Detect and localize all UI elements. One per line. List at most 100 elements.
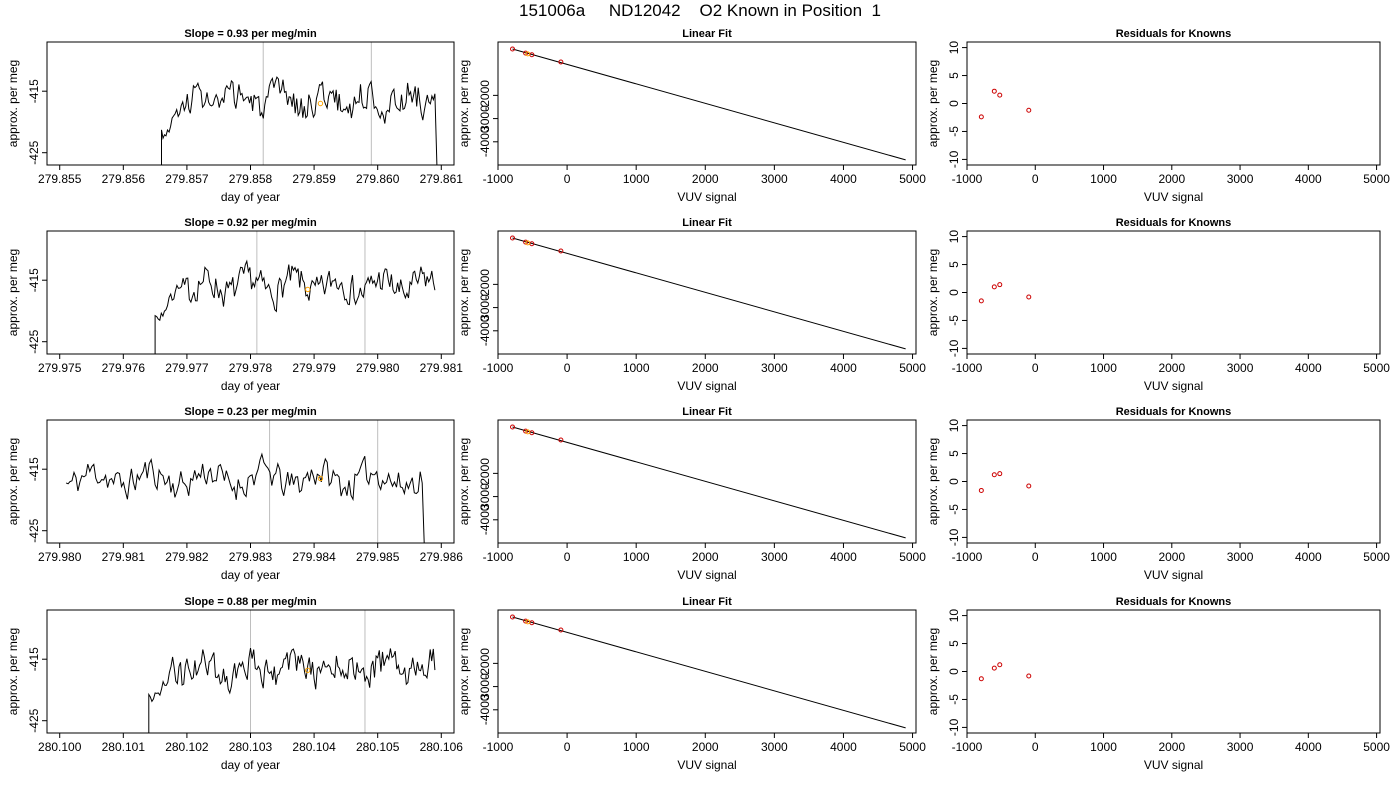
- x-tick-label: 279.984: [292, 550, 336, 564]
- x-tick-label: 4000: [830, 740, 857, 754]
- x-tick-label: -1000: [483, 550, 514, 564]
- plot-area: [510, 614, 906, 729]
- x-tick-label: 5000: [899, 550, 926, 564]
- y-tick-label: -4000: [478, 504, 492, 535]
- x-tick-label: 279.986: [420, 550, 464, 564]
- residual-point: [1026, 673, 1032, 679]
- x-tick-label: 3000: [761, 740, 788, 754]
- panel-title: Slope = 0.88 per meg/min: [184, 596, 317, 608]
- linear-fit-panel: Linear Fit -1000 0 1000 2000 3000 4000 5000 -200…: [457, 28, 926, 204]
- residual-point: [991, 88, 997, 94]
- residual-point: [1026, 294, 1032, 300]
- x-tick-label: 2000: [692, 550, 719, 564]
- y-tick-label: -425: [27, 708, 41, 732]
- sample-point: [525, 240, 531, 246]
- x-tick-label: 3000: [1227, 550, 1254, 564]
- x-tick-label: 2000: [1158, 740, 1185, 754]
- x-tick-label: 279.976: [102, 361, 146, 375]
- x-tick-label: 279.977: [165, 361, 209, 375]
- y-tick-label: 10: [947, 41, 961, 55]
- known-point: [558, 627, 564, 633]
- y-tick-label: 10: [947, 419, 961, 433]
- y-axis-label: approx. per meg: [6, 438, 20, 525]
- x-tick-label: 5000: [899, 740, 926, 754]
- x-tick-label: 1000: [623, 550, 650, 564]
- x-tick-label: 3000: [761, 172, 788, 186]
- x-tick-label: 0: [1032, 361, 1039, 375]
- panel-title: Linear Fit: [682, 217, 732, 229]
- residuals-panel: Residuals for Knowns -1000 0 1000 2000 3000 40…: [926, 217, 1390, 393]
- plot-area: [978, 662, 1032, 682]
- y-tick-label: -2000: [478, 648, 492, 679]
- y-tick-label: -425: [27, 140, 41, 164]
- residuals-panel: Residuals for Knowns -1000 0 1000 2000 3000 40…: [926, 596, 1390, 772]
- y-tick-label: 3000: [478, 483, 492, 510]
- y-tick-label: -425: [27, 329, 41, 353]
- y-tick-label: 0: [947, 100, 961, 107]
- y-axis-label: approx. per meg: [6, 628, 20, 715]
- residual-point: [1026, 483, 1032, 489]
- y-tick-label: -10: [947, 150, 961, 168]
- linear-fit-panel: Linear Fit -1000 0 1000 2000 3000 4000 5000 -200…: [457, 596, 926, 772]
- x-axis-label: day of year: [221, 379, 280, 393]
- mean-marker: [317, 475, 324, 482]
- plot-frame: [46, 419, 455, 544]
- residual-point: [997, 471, 1003, 477]
- time-series-panel: Slope = 0.23 per meg/min 279.980 279.981 27…: [6, 406, 463, 582]
- y-tick-label: -5: [947, 315, 961, 326]
- y-axis-label: approx. per meg: [926, 60, 940, 147]
- x-tick-label: -1000: [952, 740, 983, 754]
- x-tick-label: 279.975: [38, 361, 82, 375]
- y-tick-label: 3000: [478, 105, 492, 132]
- known-point: [510, 424, 516, 430]
- x-tick-label: 280.102: [165, 740, 209, 754]
- x-axis-label: VUV signal: [1144, 379, 1203, 393]
- plot-area: [148, 648, 436, 733]
- x-tick-label: 3000: [1227, 172, 1254, 186]
- linear-fit-panel: Linear Fit -1000 0 1000 2000 3000 4000 5000 -200…: [457, 406, 926, 582]
- x-tick-label: 1000: [623, 740, 650, 754]
- x-tick-label: 1000: [1090, 550, 1117, 564]
- known-point: [558, 59, 564, 65]
- plot-frame: [497, 609, 917, 734]
- x-tick-label: 5000: [1363, 172, 1390, 186]
- plot-frame: [966, 419, 1381, 544]
- x-tick-label: 279.859: [292, 172, 336, 186]
- x-tick-label: 1000: [623, 361, 650, 375]
- known-point: [558, 437, 564, 443]
- plot-area: [65, 452, 425, 543]
- plot-frame: [966, 230, 1381, 355]
- x-tick-label: 279.855: [38, 172, 82, 186]
- x-axis-label: day of year: [221, 190, 280, 204]
- residual-point: [991, 665, 997, 671]
- x-axis-label: VUV signal: [1144, 568, 1203, 582]
- x-tick-label: 5000: [1363, 550, 1390, 564]
- x-tick-label: 279.980: [38, 550, 82, 564]
- y-tick-label: -415: [27, 268, 41, 292]
- y-tick-label: -415: [27, 457, 41, 481]
- y-tick-label: -2000: [478, 458, 492, 489]
- x-tick-label: 279.979: [292, 361, 336, 375]
- x-axis-label: VUV signal: [677, 568, 736, 582]
- fit-line: [512, 48, 906, 161]
- x-axis-label: day of year: [221, 758, 280, 772]
- mean-marker: [305, 667, 311, 673]
- page-title: 151006a ND12042 O2 Known in Position 1: [519, 1, 881, 20]
- x-axis-label: VUV signal: [1144, 758, 1203, 772]
- panel-title: Slope = 0.92 per meg/min: [184, 217, 317, 229]
- x-tick-label: 2000: [1158, 172, 1185, 186]
- x-tick-label: 279.981: [102, 550, 146, 564]
- x-tick-label: 280.103: [229, 740, 273, 754]
- y-tick-label: -5: [947, 694, 961, 705]
- y-tick-label: 3000: [478, 294, 492, 321]
- x-tick-label: 0: [1032, 172, 1039, 186]
- panel-title: Linear Fit: [682, 28, 732, 40]
- panel-title: Linear Fit: [682, 406, 732, 418]
- residual-point: [991, 472, 997, 478]
- time-series-panel: Slope = 0.93 per meg/min 279.855 279.856 27…: [6, 28, 463, 204]
- plot-frame: [46, 230, 455, 355]
- signal-trace: [161, 76, 438, 165]
- x-axis-label: VUV signal: [677, 379, 736, 393]
- x-tick-label: 4000: [830, 550, 857, 564]
- x-tick-label: 279.861: [420, 172, 464, 186]
